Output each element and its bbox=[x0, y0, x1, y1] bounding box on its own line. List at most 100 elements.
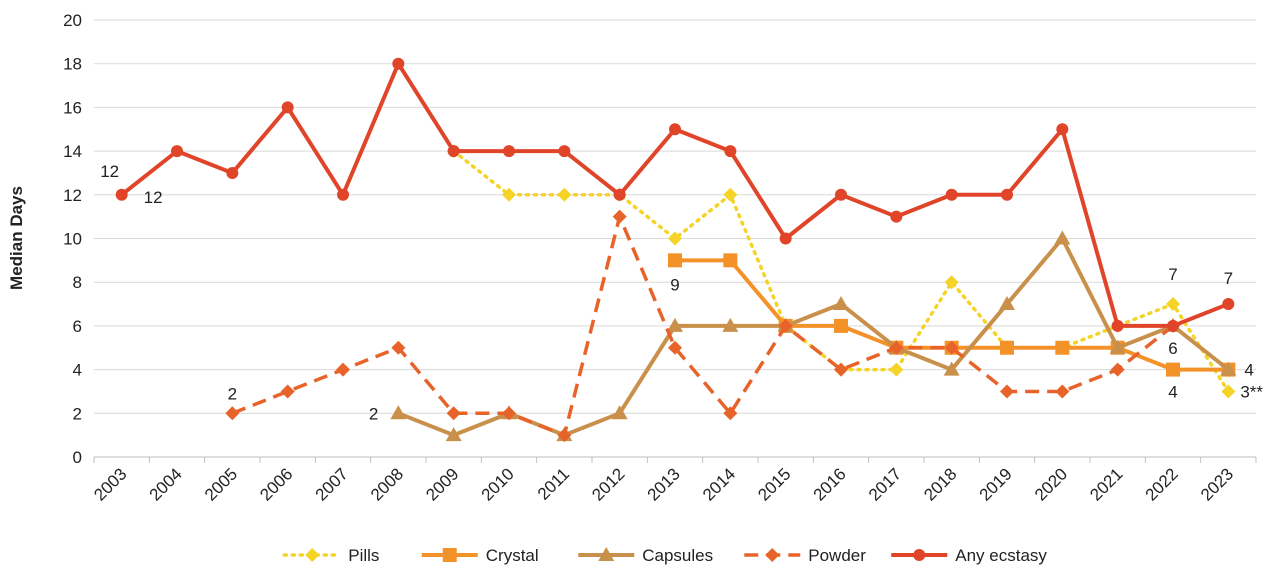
y-axis-label: Median Days bbox=[7, 186, 26, 290]
marker bbox=[503, 145, 515, 158]
legend-item: Crystal bbox=[421, 546, 539, 565]
y-tick-label: 0 bbox=[73, 448, 82, 467]
marker bbox=[612, 209, 627, 224]
marker bbox=[502, 406, 516, 421]
marker bbox=[724, 145, 737, 158]
y-tick-label: 8 bbox=[73, 273, 82, 292]
marker bbox=[723, 187, 738, 202]
data-label: 2 bbox=[228, 384, 237, 403]
marker bbox=[1166, 362, 1180, 377]
legend-label: Any ecstasy bbox=[955, 546, 1047, 565]
y-tick-label: 2 bbox=[73, 404, 82, 423]
y-tick-label: 18 bbox=[63, 55, 82, 74]
marker bbox=[668, 253, 682, 268]
data-label: 3** bbox=[1240, 382, 1263, 401]
data-label: 7 bbox=[1224, 269, 1233, 288]
marker bbox=[1109, 339, 1126, 354]
marker bbox=[557, 428, 572, 443]
marker bbox=[944, 275, 959, 290]
x-tick-label: 2023 bbox=[1197, 464, 1237, 504]
marker bbox=[835, 188, 847, 201]
marker bbox=[1000, 340, 1014, 355]
x-tick-label: 2017 bbox=[865, 464, 905, 504]
series-line bbox=[397, 234, 1230, 438]
marker bbox=[447, 145, 460, 158]
marker bbox=[945, 188, 958, 201]
marker bbox=[390, 405, 407, 420]
y-tick-label: 16 bbox=[63, 98, 82, 117]
marker bbox=[1110, 362, 1125, 377]
x-tick-label: 2014 bbox=[699, 464, 739, 504]
y-tick-label: 12 bbox=[63, 186, 82, 205]
marker bbox=[944, 340, 959, 355]
x-tick-label: 2015 bbox=[754, 464, 794, 504]
marker bbox=[779, 232, 792, 245]
marker bbox=[502, 187, 516, 202]
series bbox=[668, 253, 1236, 377]
x-tick-label: 2022 bbox=[1142, 464, 1182, 504]
marker bbox=[1222, 298, 1235, 311]
x-tick-label: 2008 bbox=[367, 464, 407, 504]
marker bbox=[889, 340, 904, 355]
marker bbox=[392, 57, 405, 70]
marker bbox=[669, 123, 681, 136]
marker bbox=[943, 361, 960, 376]
marker bbox=[446, 406, 461, 421]
marker bbox=[667, 317, 683, 332]
marker bbox=[723, 406, 738, 421]
marker bbox=[722, 317, 739, 332]
series bbox=[446, 144, 1236, 399]
data-label: 4 bbox=[1168, 383, 1177, 402]
marker bbox=[1054, 230, 1071, 245]
marker bbox=[225, 406, 240, 421]
marker bbox=[558, 145, 571, 158]
legend: Pills Crystal Capsules Powder Any ecstasy bbox=[282, 546, 1047, 565]
marker bbox=[557, 187, 572, 202]
series bbox=[225, 209, 1180, 443]
x-tick-label: 2010 bbox=[478, 464, 518, 504]
marker bbox=[445, 427, 462, 442]
data-label: 2 bbox=[369, 404, 378, 423]
data-label: 6 bbox=[1168, 339, 1177, 358]
marker bbox=[833, 296, 849, 311]
data-label: 4 bbox=[1244, 361, 1253, 380]
legend-item: Powder bbox=[744, 546, 866, 565]
marker bbox=[1221, 384, 1236, 399]
marker bbox=[834, 362, 848, 377]
legend-item: Any ecstasy bbox=[891, 546, 1047, 565]
x-tick-label: 2020 bbox=[1031, 464, 1071, 504]
marker bbox=[1000, 384, 1014, 399]
y-tick-label: 4 bbox=[73, 361, 82, 380]
data-label: 9 bbox=[670, 275, 679, 294]
series bbox=[390, 230, 1237, 442]
marker bbox=[834, 318, 848, 333]
marker bbox=[723, 253, 738, 268]
x-tick-label: 2011 bbox=[534, 464, 573, 503]
marker bbox=[668, 231, 682, 246]
data-label: 12 bbox=[100, 162, 119, 181]
annotation: 12 bbox=[144, 188, 163, 207]
legend-item: Capsules bbox=[578, 546, 713, 565]
marker bbox=[1111, 319, 1124, 332]
marker bbox=[1001, 188, 1013, 201]
marker bbox=[171, 145, 183, 158]
marker bbox=[1220, 361, 1237, 376]
legend-item: Pills bbox=[282, 546, 379, 565]
marker bbox=[336, 362, 350, 377]
marker bbox=[391, 340, 406, 355]
marker bbox=[442, 548, 457, 562]
marker bbox=[115, 188, 128, 201]
marker bbox=[598, 547, 615, 561]
marker bbox=[1055, 340, 1070, 355]
marker bbox=[668, 340, 682, 355]
legend-label: Crystal bbox=[486, 546, 539, 565]
y-tick-label: 10 bbox=[63, 230, 82, 249]
legend-label: Powder bbox=[808, 546, 866, 565]
marker bbox=[1166, 297, 1180, 312]
x-tick-label: 2021 bbox=[1086, 464, 1126, 504]
series-line bbox=[231, 211, 1175, 438]
x-tick-label: 2009 bbox=[422, 464, 462, 504]
marker bbox=[611, 405, 628, 420]
y-tick-label: 6 bbox=[73, 317, 82, 336]
x-tick-label: 2007 bbox=[312, 464, 352, 504]
